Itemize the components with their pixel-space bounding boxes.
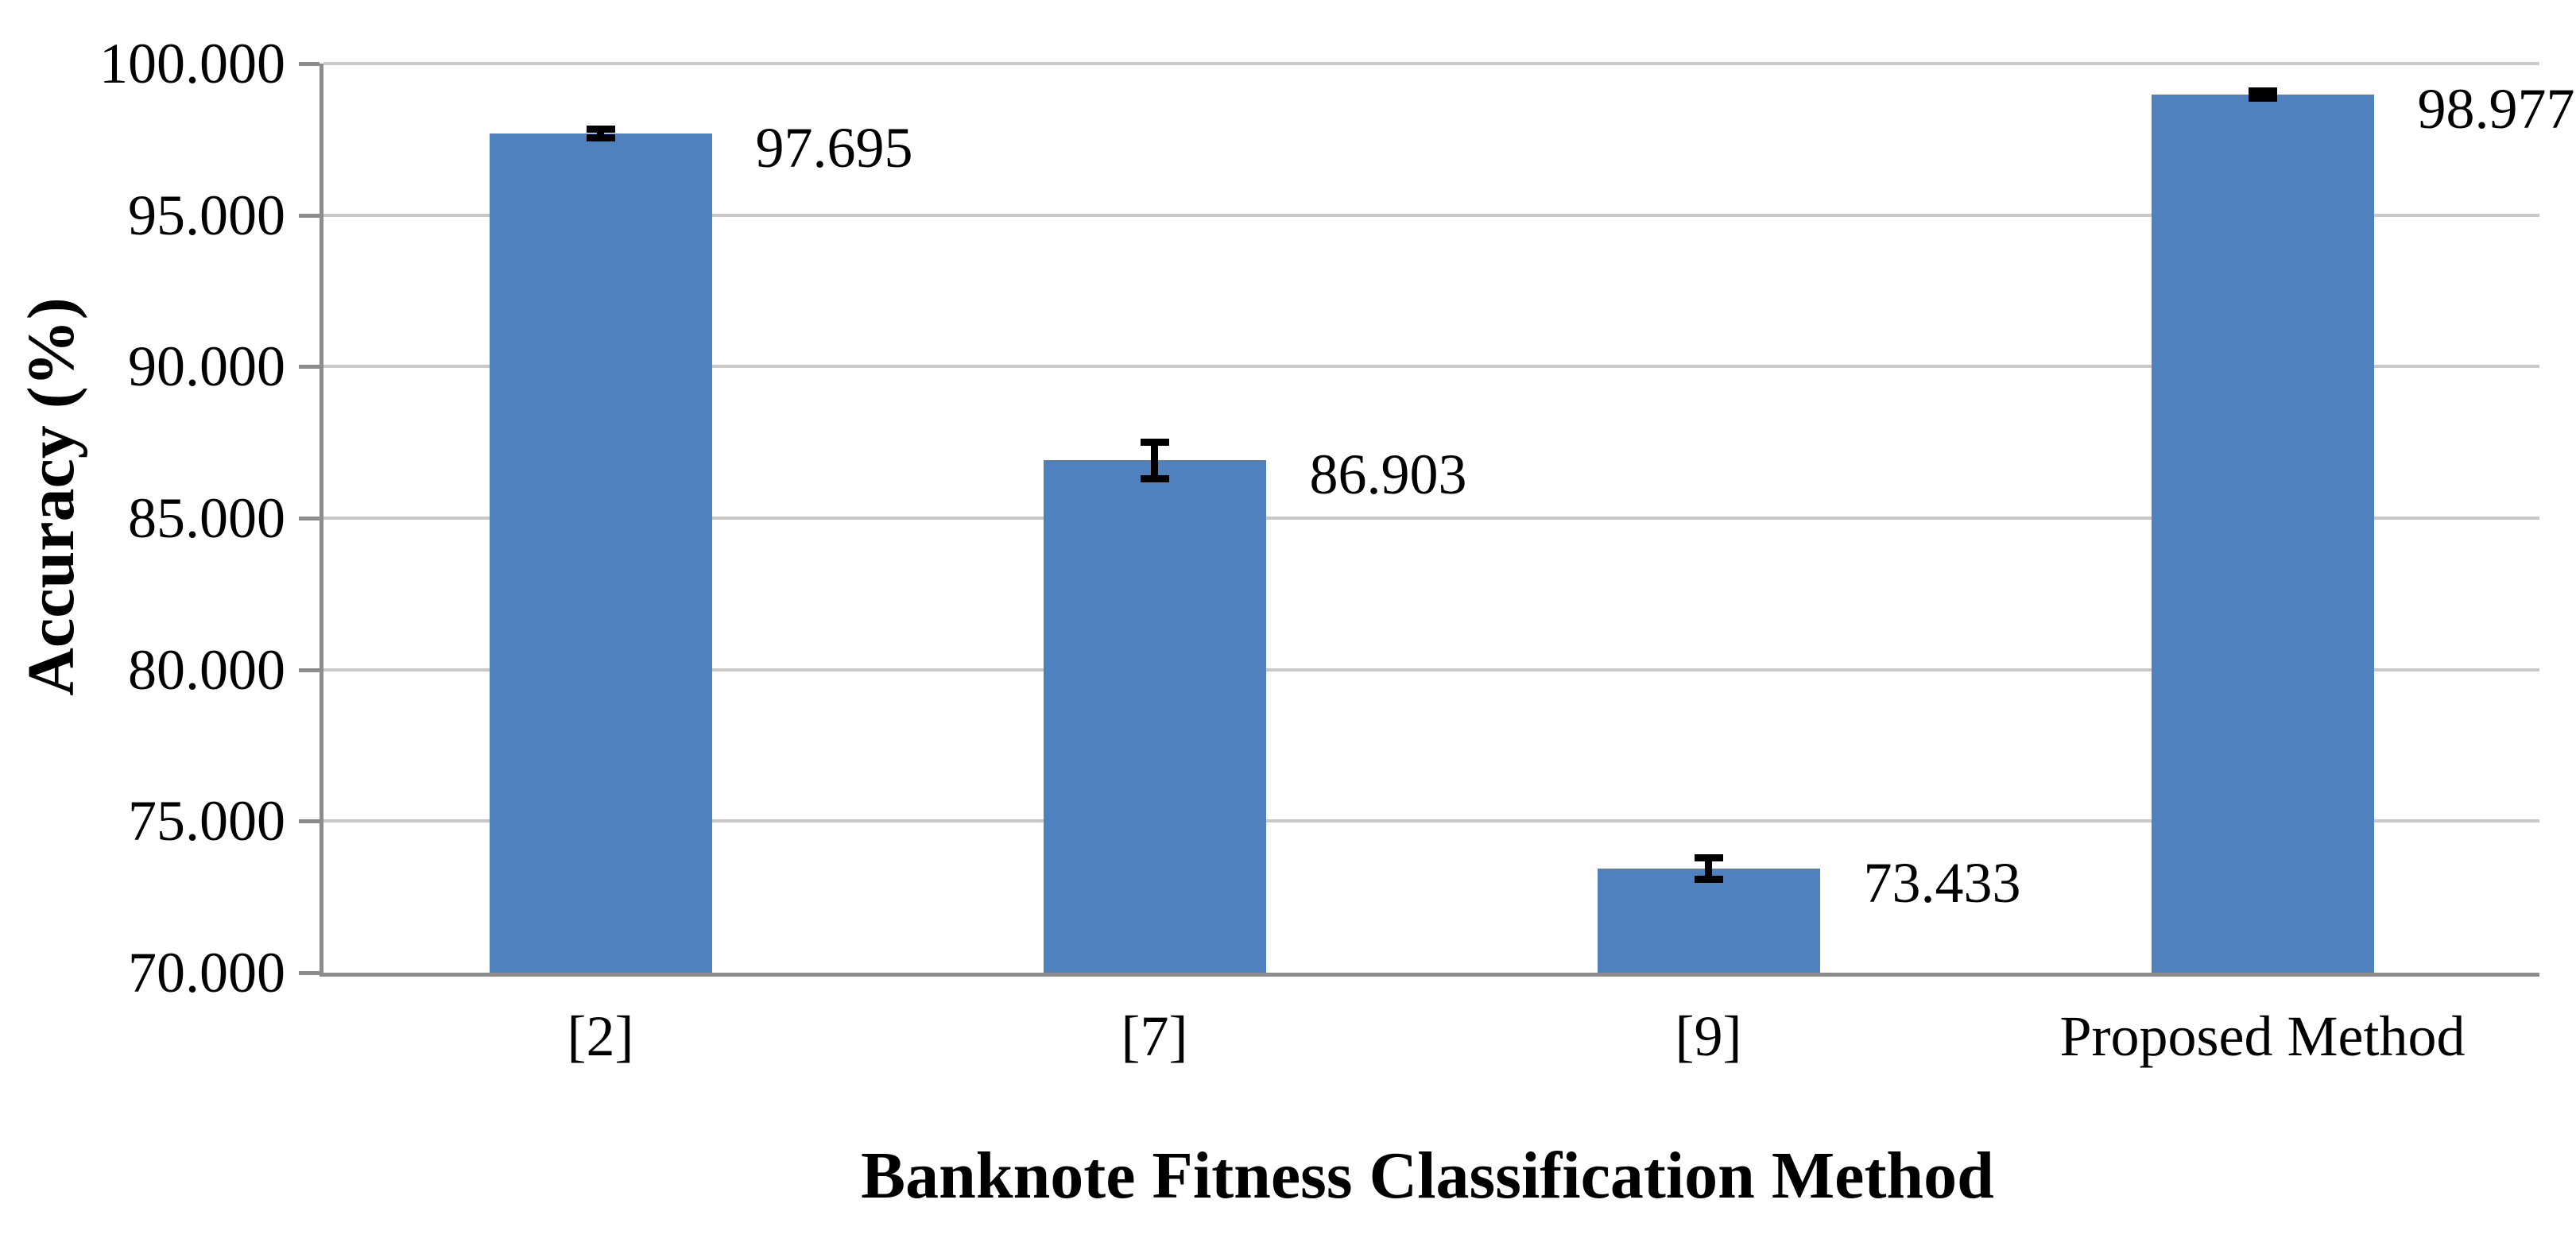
error-bar-whisker xyxy=(597,129,604,138)
bar xyxy=(1043,460,1266,973)
y-tick-mark xyxy=(299,365,320,370)
y-tick-label: 100.000 xyxy=(99,32,285,95)
y-tick-label: 85.000 xyxy=(128,486,285,550)
error-bar-cap xyxy=(2248,87,2277,95)
y-gridline xyxy=(323,668,2539,671)
y-tick-label: 90.000 xyxy=(128,335,285,399)
error-bar-cap xyxy=(1140,439,1169,447)
y-tick-mark xyxy=(299,213,320,218)
y-gridline xyxy=(323,819,2539,823)
x-category-label: [9] xyxy=(1675,1004,1742,1068)
data-label: 98.977 xyxy=(2417,77,2575,141)
error-bar-cap xyxy=(1694,875,1723,883)
y-tick-mark xyxy=(299,517,320,521)
y-tick-mark xyxy=(299,971,320,975)
x-axis-title: Banknote Fitness Classification Method xyxy=(861,1139,1994,1213)
bar xyxy=(489,133,712,973)
x-category-label: [2] xyxy=(567,1004,634,1068)
error-bar-cap xyxy=(2248,95,2277,103)
y-tick-label: 75.000 xyxy=(128,789,285,853)
y-tick-label: 70.000 xyxy=(128,941,285,1004)
data-label: 86.903 xyxy=(1309,443,1467,507)
error-bar-cap xyxy=(1140,474,1169,482)
error-bar-cap xyxy=(586,125,615,133)
error-bar-whisker xyxy=(1705,857,1712,880)
error-bar-whisker xyxy=(1151,442,1158,479)
error-bar-cap xyxy=(1694,854,1723,862)
y-gridline xyxy=(323,62,2539,65)
y-gridline xyxy=(323,517,2539,520)
plot-area: 70.000 75.000 80.000 85.000 90.000 95.000 100.… xyxy=(99,32,2575,1068)
y-gridline xyxy=(323,213,2539,217)
y-tick-mark xyxy=(299,819,320,824)
error-bar-cap xyxy=(586,134,615,142)
error-bar-whisker xyxy=(2259,91,2266,99)
bar xyxy=(1597,869,1820,973)
y-tick-label: 95.000 xyxy=(128,183,285,247)
data-label: 73.433 xyxy=(1863,851,2021,915)
y-tick-mark xyxy=(299,62,320,66)
x-category-label: Proposed Method xyxy=(2059,1004,2466,1068)
x-category-label: [7] xyxy=(1121,1004,1188,1068)
y-tick-mark xyxy=(299,668,320,672)
y-gridline xyxy=(323,365,2539,369)
data-label: 97.695 xyxy=(755,115,913,180)
y-tick-label: 80.000 xyxy=(128,637,285,702)
bar xyxy=(2151,95,2374,973)
